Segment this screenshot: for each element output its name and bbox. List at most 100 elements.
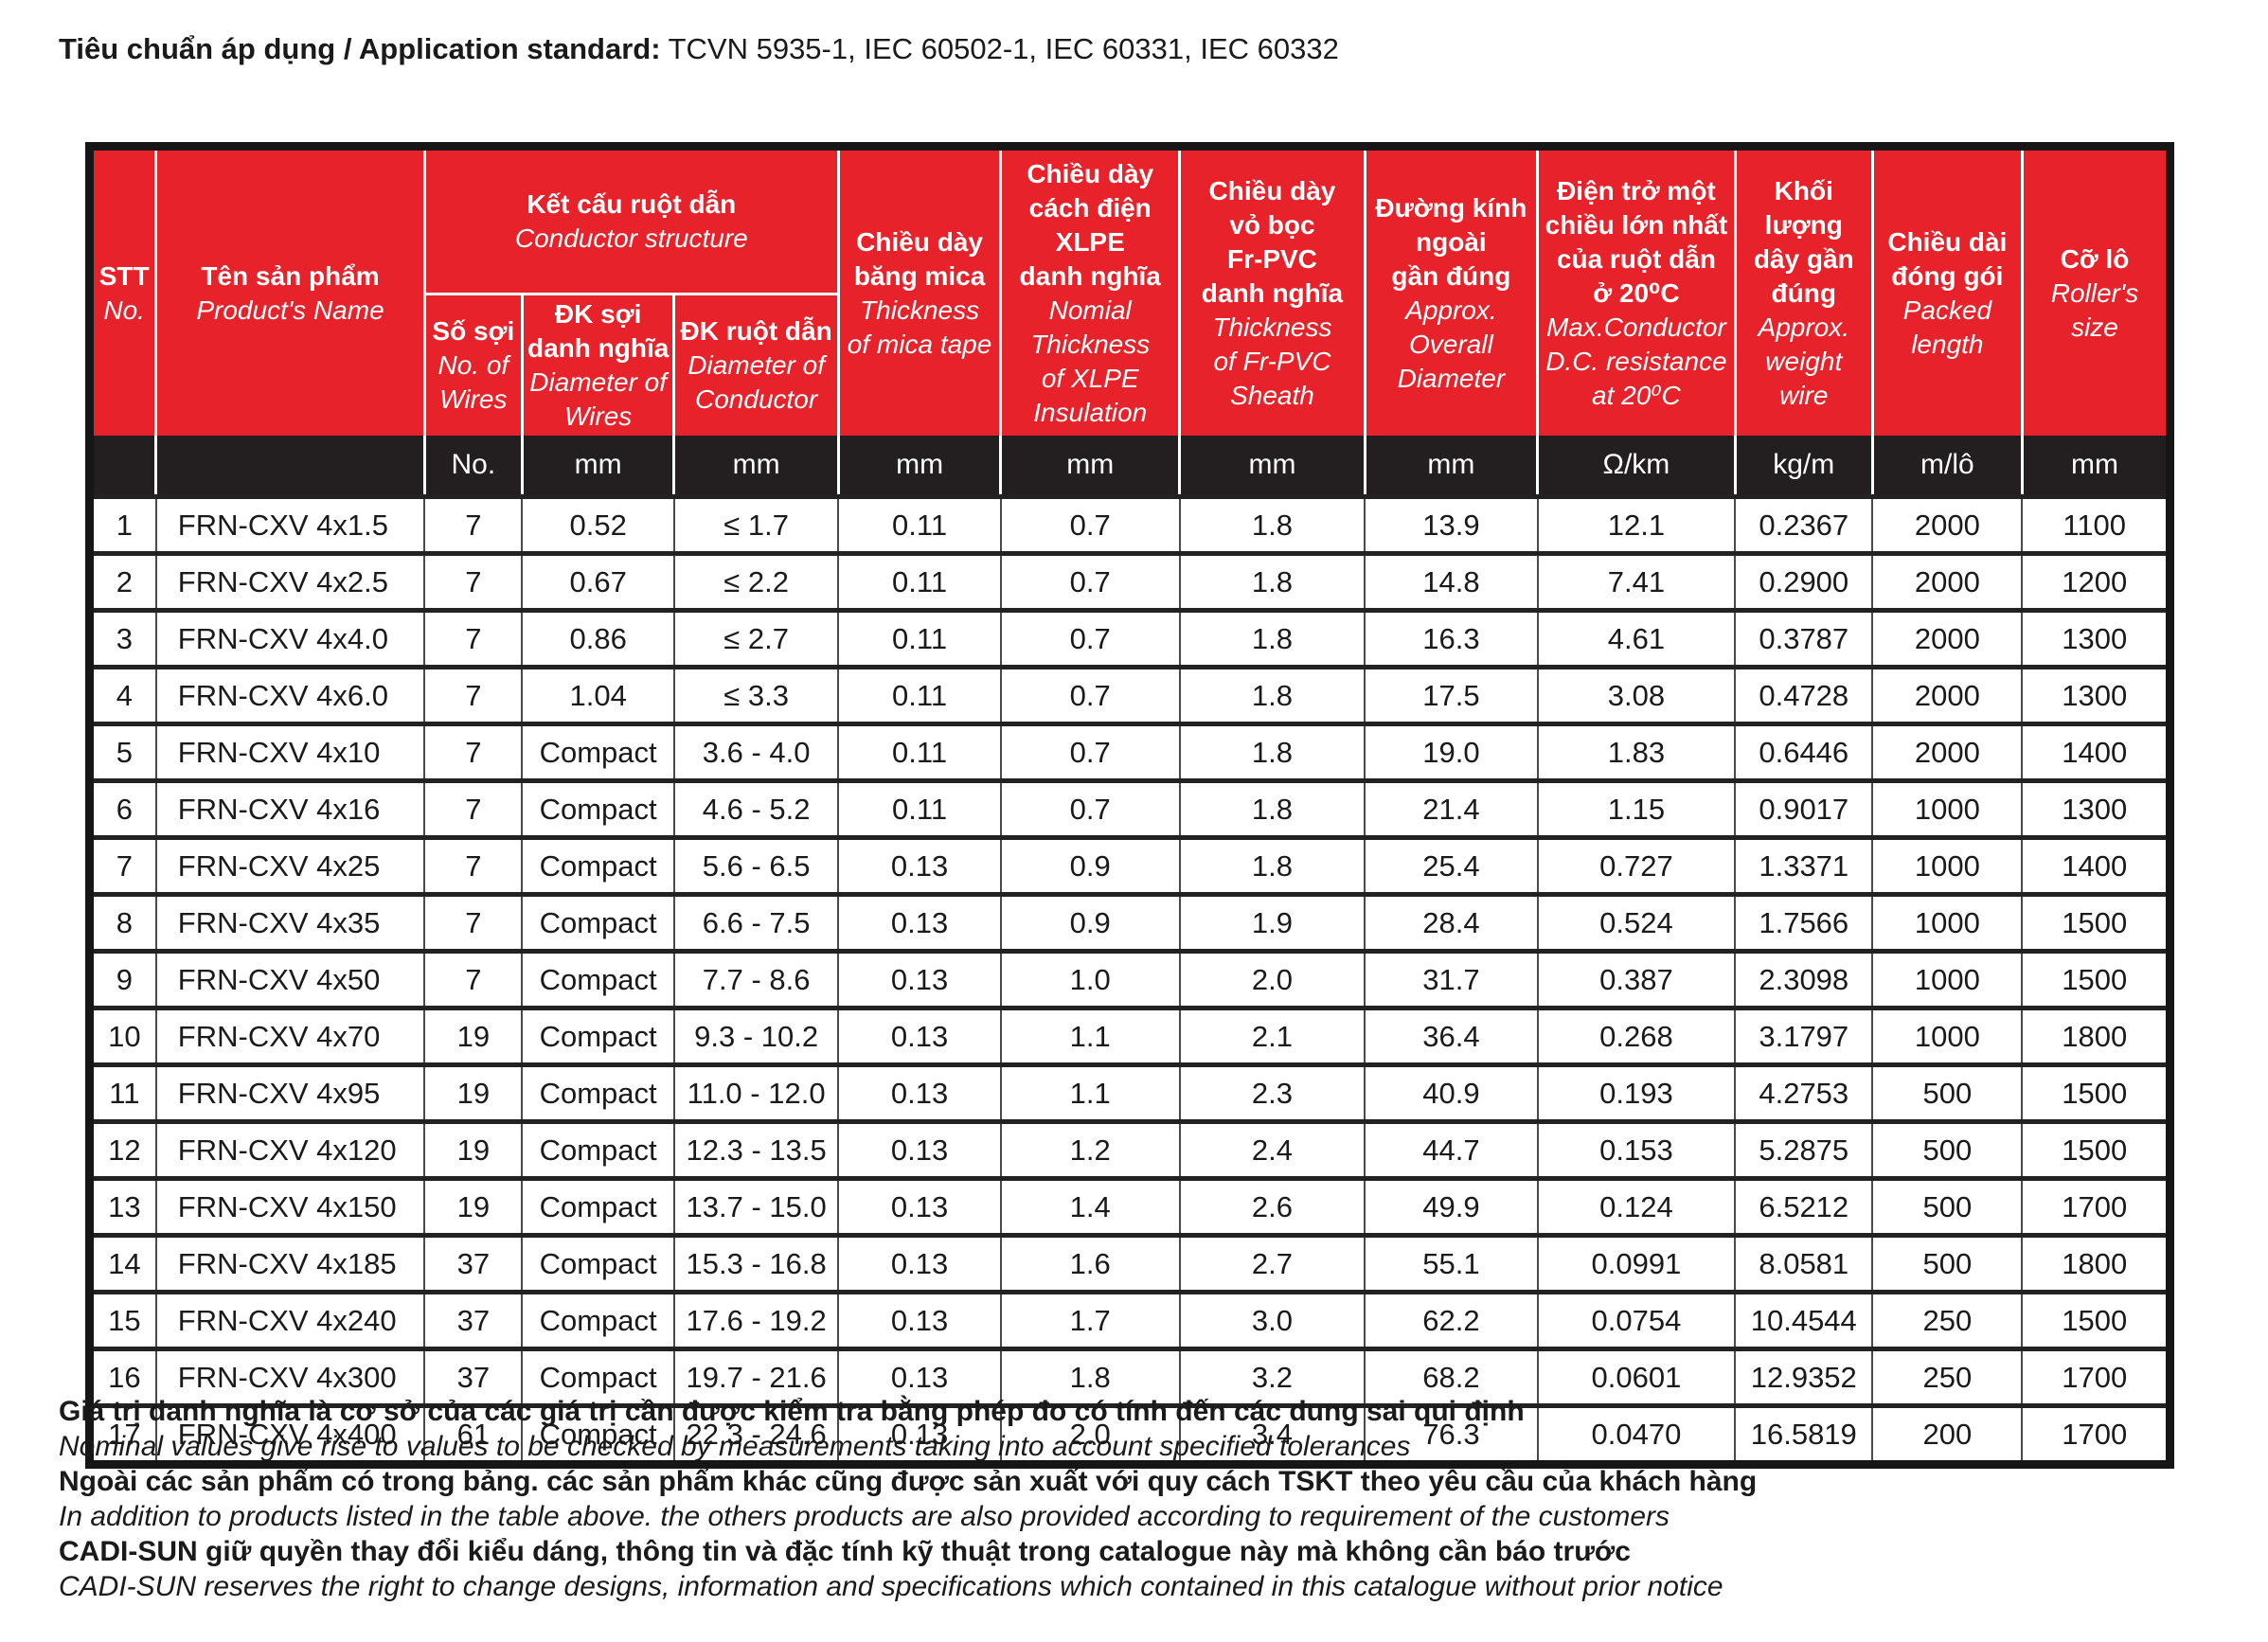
cell-conductor_diameter: ≤ 1.7: [672, 494, 839, 554]
cell-wire_diameter: Compact: [521, 949, 674, 1008]
col-header-overall-diameter-vi: Đường kính ngoài gần đúng: [1375, 192, 1527, 291]
cell-weight: 3.1797: [1734, 1006, 1873, 1065]
cell-num_wires: 61: [423, 1403, 523, 1465]
table-row: 12 FRN-CXV 4x120 19 Compact 12.3 - 13.5 0.13 1…: [89, 1119, 2170, 1179]
unit-cell-empty-stt: [89, 436, 156, 497]
cell-dc_resistance: 0.727: [1536, 835, 1736, 895]
cell-roller_size: 1500: [2021, 892, 2170, 952]
table-row: 3 FRN-CXV 4x4.0 7 0.86 ≤ 2.7 0.11 0.7 1.8 16.3 4.…: [89, 608, 2170, 668]
col-header-stt-vi: STT: [98, 260, 150, 291]
cell-roller_size: 1300: [2021, 778, 2170, 838]
cell-dc_resistance: 0.524: [1536, 892, 1736, 952]
cell-wire_diameter: Compact: [521, 1176, 674, 1236]
cell-wire_diameter: Compact: [521, 1006, 674, 1065]
cell-num_wires: 7: [423, 835, 523, 895]
col-header-dc-resistance-vi: Điện trở một chiều lớn nhất của ruột dẫn…: [1545, 175, 1728, 308]
cell-weight: 8.0581: [1734, 1233, 1873, 1293]
unit-cell-mica: mm: [836, 436, 1001, 497]
cell-dc_resistance: 0.268: [1536, 1006, 1736, 1065]
cell-conductor_diameter: 3.6 - 4.0: [672, 722, 839, 781]
cell-weight: 0.4728: [1734, 665, 1873, 724]
cell-overall_diameter: 76.3: [1364, 1403, 1538, 1465]
unit-cell-conductor-diameter: mm: [672, 436, 839, 497]
col-header-conductor-structure: Kết cấu ruột dẫn Conductor structure: [422, 146, 839, 295]
cell-stt: 5: [89, 722, 156, 781]
cell-product_name: FRN-CXV 4x1.5: [154, 494, 425, 554]
cell-conductor_diameter: 9.3 - 10.2: [672, 1006, 839, 1065]
cell-stt: 13: [89, 1176, 156, 1236]
cell-dc_resistance: 7.41: [1536, 551, 1736, 611]
cell-packed_length: 2000: [1871, 722, 2023, 781]
cell-xlpe_thickness: 2.0: [999, 1403, 1180, 1465]
col-header-conductor-structure-vi: Kết cấu ruột dẫn: [527, 189, 737, 219]
col-header-xlpe-thickness-vi: Chiều dày cách điện XLPE danh nghĩa: [1019, 158, 1161, 291]
cell-conductor_diameter: 6.6 - 7.5: [672, 892, 839, 952]
col-header-conductor-structure-en: Conductor structure: [514, 223, 748, 253]
cell-dc_resistance: 0.124: [1536, 1176, 1736, 1236]
footer-notes: Giá trị danh nghĩa là cơ sở của các giá …: [59, 1394, 1757, 1604]
cell-roller_size: 1400: [2021, 835, 2170, 895]
col-header-roller-size-vi: Cỡ lô: [2060, 243, 2130, 274]
cell-weight: 1.3371: [1734, 835, 1873, 895]
footer-note-en-3: CADI-SUN reserves the right to change de…: [59, 1571, 1723, 1602]
cell-wire_diameter: 0.86: [521, 608, 674, 668]
cell-mica_thickness: 0.13: [837, 1119, 1001, 1179]
cell-num_wires: 7: [423, 949, 523, 1008]
cell-weight: 0.2900: [1734, 551, 1873, 611]
cell-mica_thickness: 0.11: [837, 665, 1001, 724]
cell-pvc_thickness: 2.6: [1178, 1176, 1366, 1236]
cell-xlpe_thickness: 0.7: [999, 665, 1180, 724]
cell-pvc_thickness: 2.4: [1178, 1119, 1366, 1179]
table-row: 13 FRN-CXV 4x150 19 Compact 13.7 - 15.0 0.13 1…: [89, 1176, 2170, 1236]
col-header-packed-length-en: Packed length: [1902, 294, 1992, 359]
cell-conductor_diameter: 4.6 - 5.2: [672, 778, 839, 838]
cell-weight: 5.2875: [1734, 1119, 1873, 1179]
cell-xlpe_thickness: 1.0: [999, 949, 1180, 1008]
unit-cell-packed-length: m/lô: [1870, 436, 2023, 497]
col-header-stt: STT No.: [89, 146, 156, 436]
cell-pvc_thickness: 1.8: [1178, 608, 1366, 668]
cell-num_wires: 7: [423, 551, 523, 611]
cell-conductor_diameter: 17.6 - 19.2: [672, 1290, 839, 1349]
cell-weight: 0.2367: [1734, 494, 1873, 554]
cell-product_name: FRN-CXV 4x25: [154, 835, 425, 895]
table-row: 10 FRN-CXV 4x70 19 Compact 9.3 - 10.2 0.13 1.1…: [89, 1006, 2170, 1065]
cell-pvc_thickness: 1.8: [1178, 722, 1366, 781]
cell-roller_size: 1700: [2021, 1176, 2170, 1236]
cell-num_wires: 7: [423, 722, 523, 781]
cell-product_name: FRN-CXV 4x185: [154, 1233, 425, 1293]
cell-dc_resistance: 4.61: [1536, 608, 1736, 668]
cell-wire_diameter: Compact: [521, 1233, 674, 1293]
cell-stt: 12: [89, 1119, 156, 1179]
col-header-num-wires-vi: Số sợi: [432, 316, 515, 346]
cell-dc_resistance: 0.0991: [1536, 1233, 1736, 1293]
cell-wire_diameter: Compact: [521, 1119, 674, 1179]
cell-pvc_thickness: 2.1: [1178, 1006, 1366, 1065]
col-header-product-name-vi: Tên sản phẩm: [201, 260, 380, 291]
cell-packed_length: 500: [1871, 1233, 2023, 1293]
cell-mica_thickness: 0.13: [837, 835, 1001, 895]
cell-pvc_thickness: 1.8: [1178, 494, 1366, 554]
cell-num_wires: 19: [423, 1006, 523, 1065]
cell-mica_thickness: 0.11: [837, 608, 1001, 668]
cell-mica_thickness: 0.13: [837, 892, 1001, 952]
cell-overall_diameter: 21.4: [1364, 778, 1538, 838]
cell-conductor_diameter: 19.7 - 21.6: [672, 1347, 839, 1406]
cell-xlpe_thickness: 1.1: [999, 1006, 1180, 1065]
cell-dc_resistance: 0.387: [1536, 949, 1736, 1008]
unit-cell-roller-size: mm: [2020, 436, 2170, 497]
unit-cell-weight: kg/m: [1733, 436, 1873, 497]
cell-packed_length: 500: [1871, 1176, 2023, 1236]
cell-overall_diameter: 28.4: [1364, 892, 1538, 952]
cell-pvc_thickness: 3.2: [1178, 1347, 1366, 1406]
footer-note-en-2: In addition to products listed in the ta…: [59, 1501, 1670, 1532]
cell-wire_diameter: 0.52: [521, 494, 674, 554]
unit-cell-overall-diameter: mm: [1363, 436, 1538, 497]
cell-wire_diameter: Compact: [521, 722, 674, 781]
unit-cell-empty-product: [154, 436, 425, 497]
cell-packed_length: 2000: [1871, 665, 2023, 724]
cell-xlpe_thickness: 0.7: [999, 778, 1180, 838]
col-header-overall-diameter: Đường kính ngoài gần đúng Approx. Overal…: [1363, 146, 1538, 436]
cell-packed_length: 2000: [1871, 608, 2023, 668]
cell-wire_diameter: 1.04: [521, 665, 674, 724]
